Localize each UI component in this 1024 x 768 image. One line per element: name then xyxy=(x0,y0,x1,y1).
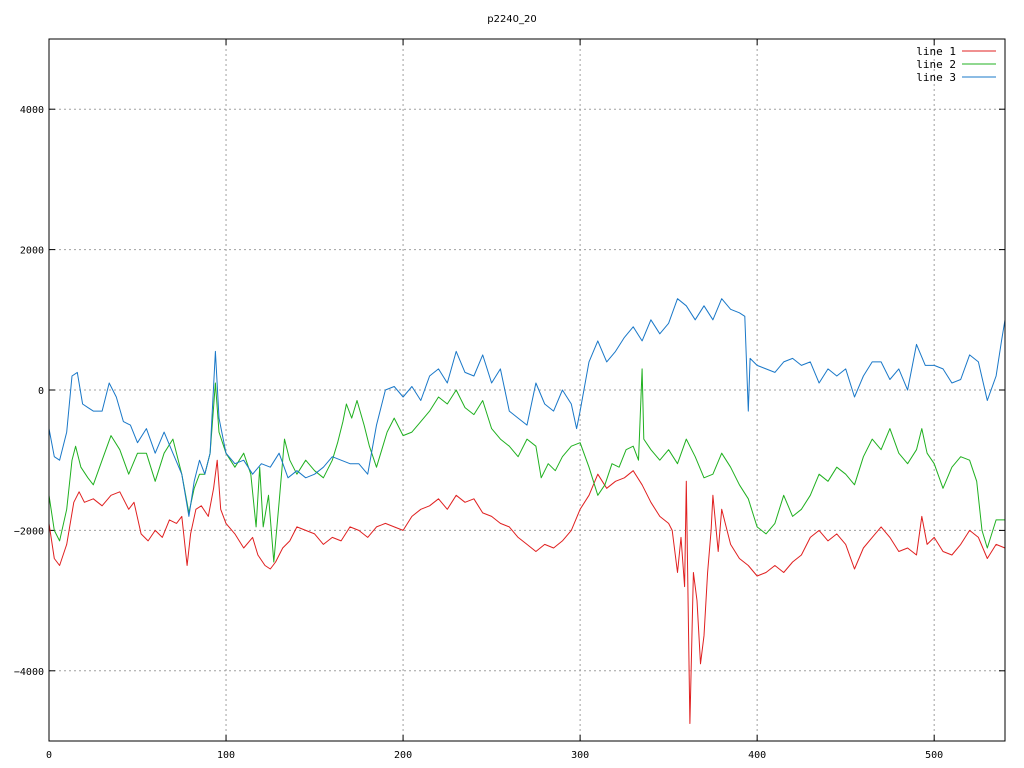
x-tick-label: 100 xyxy=(217,750,235,761)
legend-label: line 2 xyxy=(916,58,956,71)
x-tick-label: 0 xyxy=(46,750,52,761)
x-tick-label: 300 xyxy=(571,750,589,761)
grid-lines xyxy=(49,39,1005,741)
x-tick-label: 200 xyxy=(394,750,412,761)
series-group xyxy=(48,298,1006,724)
y-tick-label: −2000 xyxy=(14,526,44,537)
y-tick-label: 0 xyxy=(38,386,44,397)
legend-label: line 3 xyxy=(916,71,956,84)
series-line-3 xyxy=(48,298,1006,517)
y-tick-label: 4000 xyxy=(20,105,44,116)
series-line-2 xyxy=(48,368,1005,563)
chart-title: p2240_20 xyxy=(487,14,537,25)
axis-ticks: 0 100 200 300 400 500 −4000 −2000 0 2000 4000 xyxy=(14,39,1005,761)
x-tick-label: 500 xyxy=(925,750,943,761)
series-line-1 xyxy=(48,459,1006,724)
legend-label: line 1 xyxy=(916,45,956,58)
y-tick-label: −4000 xyxy=(14,667,44,678)
y-tick-label: 2000 xyxy=(20,246,44,257)
plot-frame xyxy=(48,38,1006,742)
x-tick-label: 400 xyxy=(748,750,766,761)
